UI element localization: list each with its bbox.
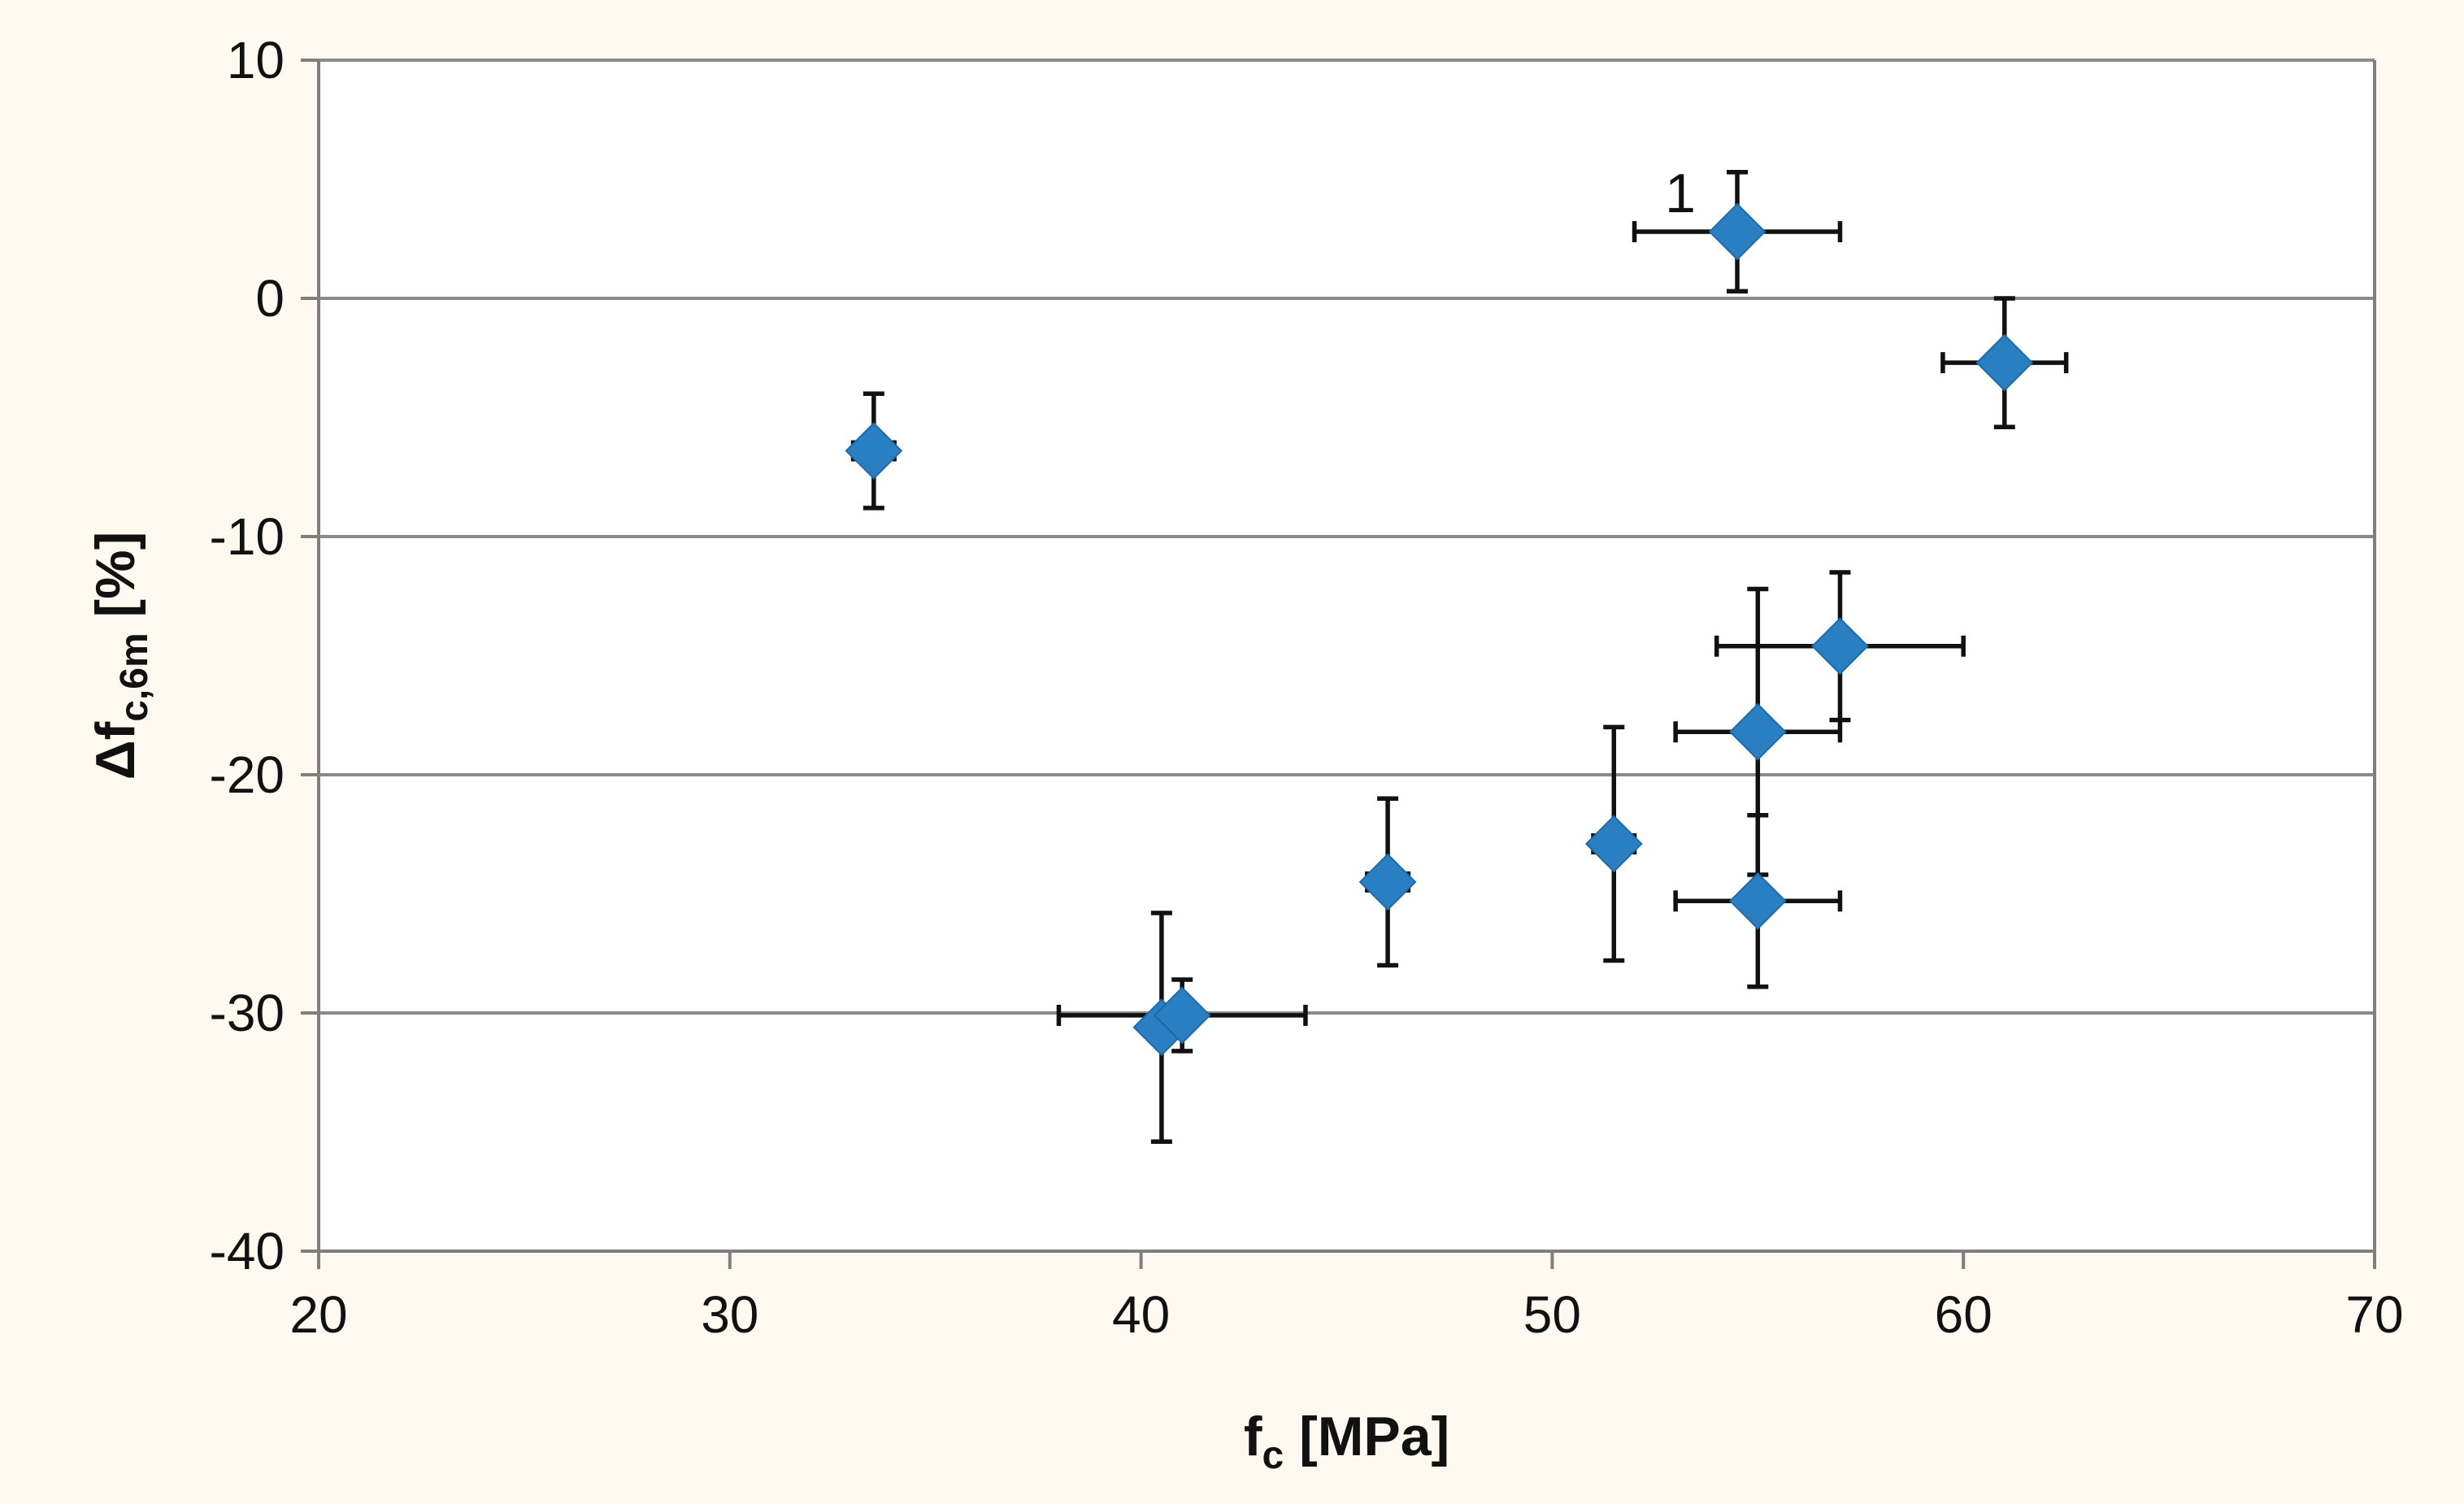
y-axis-title-main: Δf	[85, 721, 146, 780]
y-tick-label: -30	[210, 984, 285, 1042]
data-point-label: 1	[1665, 163, 1696, 224]
data-point-marker	[1358, 853, 1417, 911]
data-point-marker	[1728, 702, 1787, 761]
data-points	[845, 202, 2034, 1056]
y-axis-title-subscript: c,6m	[113, 632, 156, 721]
x-tick-label: 40	[1112, 1285, 1170, 1344]
axes	[301, 59, 2376, 1269]
y-axis-title: Δfc,6m [%]	[85, 532, 156, 780]
data-point-marker	[1975, 333, 2034, 392]
data-point-marker	[1153, 986, 1211, 1045]
x-axis-title-main: f	[1244, 1406, 1262, 1467]
y-tick-label: -10	[210, 507, 285, 566]
data-point-marker	[1584, 815, 1643, 873]
y-tick-label: -40	[210, 1222, 285, 1280]
tick-labels: -40 -30 -20 -10 0 10 20 30 40 50 60 70	[210, 31, 2404, 1344]
data-point-marker	[1708, 202, 1767, 261]
x-axis-title-unit: [MPa]	[1284, 1406, 1449, 1467]
data-point-marker	[845, 422, 903, 480]
data-point-marker	[1811, 617, 1869, 676]
x-tick-label: 60	[1935, 1285, 1992, 1344]
plot-area	[319, 60, 2375, 1251]
y-tick-label: 10	[227, 31, 285, 89]
annotations: 1	[1665, 163, 1696, 224]
x-tick-label: 50	[1523, 1285, 1581, 1344]
x-tick-label: 70	[2345, 1285, 2403, 1344]
x-tick-label: 30	[701, 1285, 758, 1344]
x-axis-title-subscript: c	[1262, 1434, 1284, 1477]
y-tick-label: 0	[255, 269, 285, 328]
x-axis-title: fc [MPa]	[1244, 1406, 1449, 1477]
x-tick-label: 20	[289, 1285, 347, 1344]
data-point-marker	[1728, 872, 1787, 930]
y-tick-label: -20	[210, 745, 285, 804]
y-axis-title-unit: [%]	[85, 532, 146, 633]
